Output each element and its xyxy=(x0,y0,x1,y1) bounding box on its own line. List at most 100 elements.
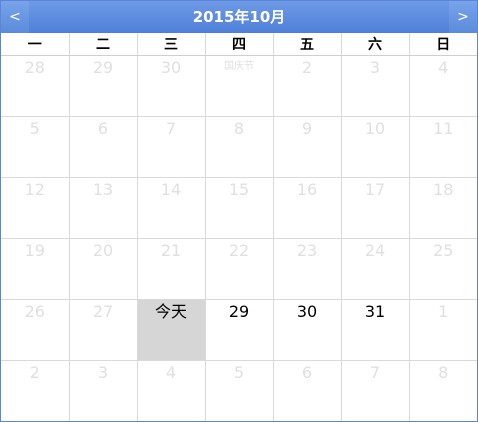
day-cell[interactable]: 1 xyxy=(408,299,477,361)
day-cell[interactable]: 7 xyxy=(340,360,409,421)
day-number: 20 xyxy=(92,241,114,260)
day-number: 6 xyxy=(301,363,313,382)
day-number: 1 xyxy=(438,302,449,321)
day-cell[interactable]: 12 xyxy=(1,177,69,239)
day-cell[interactable]: 18 xyxy=(408,177,477,239)
today-cell[interactable]: 今天 xyxy=(136,299,205,361)
day-cell[interactable]: 6 xyxy=(68,116,137,178)
week-row: 28 29 30 国庆节 2 3 4 xyxy=(1,55,477,117)
week-row: 2 3 4 5 6 7 8 xyxy=(1,360,477,421)
day-cell[interactable]: 4 xyxy=(136,360,205,421)
day-number: 19 xyxy=(24,241,45,260)
week-row: 26 27 今天 29 30 31 1 xyxy=(1,299,477,361)
day-cell[interactable]: 15 xyxy=(204,177,273,239)
day-number: 29 xyxy=(228,302,250,321)
day-number: 5 xyxy=(233,363,245,382)
day-number: 29 xyxy=(92,58,114,77)
day-cell[interactable]: 29 xyxy=(68,55,137,117)
day-cell[interactable]: 23 xyxy=(272,238,341,300)
day-number: 14 xyxy=(160,180,182,199)
day-number: 3 xyxy=(369,58,381,77)
next-month-button[interactable]: > xyxy=(449,1,477,33)
weekday-label: 二 xyxy=(68,33,137,56)
day-cell[interactable]: 30 xyxy=(272,299,341,361)
day-number: 23 xyxy=(296,241,318,260)
day-number: 7 xyxy=(165,119,177,138)
week-row: 19 20 21 22 23 24 25 xyxy=(1,238,477,300)
day-cell[interactable]: 5 xyxy=(1,116,69,178)
day-cell[interactable]: 25 xyxy=(408,238,477,300)
day-cell[interactable]: 24 xyxy=(340,238,409,300)
day-cell[interactable]: 3 xyxy=(340,55,409,117)
day-cell[interactable]: 16 xyxy=(272,177,341,239)
day-number: 16 xyxy=(296,180,318,199)
day-number: 21 xyxy=(160,241,182,260)
day-cell[interactable]: 8 xyxy=(204,116,273,178)
day-cell[interactable]: 3 xyxy=(68,360,137,421)
week-row: 5 6 7 8 9 10 11 xyxy=(1,116,477,178)
calendar-header: < 2015年10月 > xyxy=(1,1,477,33)
calendar-grid: 一 二 三 四 五 六 日 28 29 30 国庆节 2 3 4 5 6 xyxy=(1,33,477,421)
month-title[interactable]: 2015年10月 xyxy=(192,8,286,26)
day-number: 28 xyxy=(24,58,45,77)
week-row: 12 13 14 15 16 17 18 xyxy=(1,177,477,239)
day-cell[interactable]: 2 xyxy=(272,55,341,117)
today-label: 今天 xyxy=(154,302,187,321)
day-cell[interactable]: 13 xyxy=(68,177,137,239)
day-number: 30 xyxy=(296,302,318,321)
day-cell[interactable]: 2 xyxy=(1,360,69,421)
day-number: 4 xyxy=(438,58,449,77)
day-number: 6 xyxy=(97,119,109,138)
day-cell[interactable]: 10 xyxy=(340,116,409,178)
day-number: 11 xyxy=(433,119,454,138)
weekday-label: 一 xyxy=(1,33,69,56)
day-cell[interactable]: 21 xyxy=(136,238,205,300)
day-number: 12 xyxy=(24,180,45,199)
day-number: 2 xyxy=(301,58,313,77)
day-number: 15 xyxy=(228,180,250,199)
day-cell[interactable]: 4 xyxy=(408,55,477,117)
day-cell[interactable]: 22 xyxy=(204,238,273,300)
day-number: 27 xyxy=(92,302,114,321)
prev-month-button[interactable]: < xyxy=(1,1,29,33)
day-cell[interactable]: 5 xyxy=(204,360,273,421)
day-number: 8 xyxy=(438,363,449,382)
day-cell[interactable]: 7 xyxy=(136,116,205,178)
day-number: 31 xyxy=(364,302,386,321)
day-number: 26 xyxy=(24,302,45,321)
day-number: 7 xyxy=(369,363,381,382)
day-number: 8 xyxy=(233,119,245,138)
day-cell[interactable]: 6 xyxy=(272,360,341,421)
day-cell[interactable]: 29 xyxy=(204,299,273,361)
day-number: 10 xyxy=(364,119,386,138)
day-cell[interactable]: 国庆节 xyxy=(204,55,273,117)
weekday-label: 五 xyxy=(272,33,341,56)
day-number: 24 xyxy=(364,241,386,260)
day-cell[interactable]: 9 xyxy=(272,116,341,178)
day-number: 18 xyxy=(433,180,454,199)
day-cell[interactable]: 27 xyxy=(68,299,137,361)
day-number: 17 xyxy=(364,180,386,199)
weekday-label: 六 xyxy=(340,33,409,56)
day-number: 5 xyxy=(29,119,40,138)
day-cell[interactable]: 8 xyxy=(408,360,477,421)
weekday-label: 三 xyxy=(136,33,205,56)
day-cell[interactable]: 19 xyxy=(1,238,69,300)
day-number: 9 xyxy=(301,119,313,138)
day-number: 2 xyxy=(29,363,40,382)
day-cell[interactable]: 26 xyxy=(1,299,69,361)
day-cell[interactable]: 31 xyxy=(340,299,409,361)
holiday-label: 国庆节 xyxy=(224,61,254,72)
day-cell[interactable]: 14 xyxy=(136,177,205,239)
day-cell[interactable]: 11 xyxy=(408,116,477,178)
weekday-label: 日 xyxy=(408,33,477,56)
day-cell[interactable]: 20 xyxy=(68,238,137,300)
day-cell[interactable]: 28 xyxy=(1,55,69,117)
day-number: 13 xyxy=(92,180,114,199)
day-cell[interactable]: 17 xyxy=(340,177,409,239)
day-number: 25 xyxy=(433,241,454,260)
day-cell[interactable]: 30 xyxy=(136,55,205,117)
weekday-label: 四 xyxy=(204,33,273,56)
weekday-header-row: 一 二 三 四 五 六 日 xyxy=(1,33,477,56)
